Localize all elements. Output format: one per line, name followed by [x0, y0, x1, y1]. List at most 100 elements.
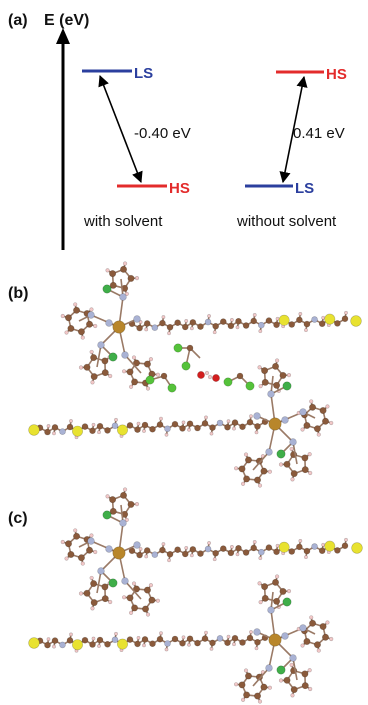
carbon-atom: [90, 373, 98, 381]
hydrogen-atom: [309, 615, 314, 620]
hydrogen-atom: [274, 358, 280, 363]
nitrogen-atom: [97, 341, 105, 349]
hydrogen-atom: [187, 642, 191, 647]
carbon-atom: [120, 265, 128, 273]
hydrogen-atom: [80, 335, 85, 340]
hydrogen-atom: [290, 477, 295, 482]
carbon-atom: [319, 623, 327, 631]
carbon-atom: [260, 467, 268, 475]
carbon-atom: [246, 418, 254, 426]
hydrogen-atom: [124, 517, 129, 523]
carbon-atom: [132, 359, 140, 367]
carbon-atom: [301, 454, 309, 462]
hydrogen-atom: [252, 540, 257, 544]
hydrogen-atom: [52, 431, 56, 436]
hydrogen-atom: [184, 546, 189, 550]
carbon-atom: [189, 546, 197, 553]
hydrogen-atom: [307, 668, 312, 673]
carbon-atom: [301, 682, 309, 690]
energy-diagram: (a) E (eV) LS HS -0.40 eV with solvent H…: [8, 12, 347, 250]
carbon-atom: [186, 635, 194, 643]
panel-b-label: (b): [8, 285, 28, 302]
hydrogen-atom: [114, 631, 118, 636]
carbon-atom: [244, 456, 252, 464]
carbon-atom: [313, 641, 321, 649]
hydrogen-atom: [128, 384, 134, 389]
nitrogen-atom: [265, 664, 273, 672]
carbon-atom: [255, 673, 263, 681]
hydrogen-atom: [267, 469, 273, 474]
hydrogen-atom: [131, 355, 137, 360]
carbon-atom: [101, 595, 109, 603]
carbon-atom: [290, 686, 298, 694]
hydrogen-atom: [91, 636, 96, 641]
hydrogen-atom: [212, 557, 217, 562]
carbon-atom: [90, 580, 98, 588]
bond: [292, 441, 298, 465]
bond: [292, 657, 298, 681]
carbon-atom: [279, 587, 287, 595]
carbon-atom: [67, 550, 75, 558]
carbon-atom: [186, 344, 194, 352]
nitrogen-atom: [97, 567, 105, 575]
carbon-atom: [283, 676, 291, 684]
hydrogen-atom: [122, 261, 128, 266]
hydrogen-atom: [207, 374, 213, 380]
hydrogen-atom: [254, 646, 259, 651]
carbon-atom: [64, 314, 72, 322]
carbon-atom: [197, 550, 204, 557]
hydrogen-atom: [309, 399, 314, 404]
hydrogen-atom: [97, 430, 101, 435]
chlorine-atom: [173, 343, 183, 353]
nitrogen-atom: [281, 632, 289, 640]
hydrogen-atom: [274, 574, 280, 579]
oxygen-atom: [212, 374, 220, 382]
carbon-atom: [126, 636, 134, 643]
molecule-structure-c: [28, 487, 363, 704]
hydrogen-atom: [207, 541, 211, 545]
hydrogen-atom: [124, 291, 129, 297]
carbon-atom: [66, 637, 74, 644]
carbon-atom: [246, 634, 254, 642]
carbon-atom: [236, 372, 244, 380]
sulfur-atom: [278, 541, 290, 553]
carbon-atom: [261, 367, 269, 375]
hydrogen-atom: [209, 647, 214, 651]
hydrogen-atom: [121, 369, 127, 374]
carbon-atom: [134, 426, 141, 433]
hydrogen-atom: [257, 699, 263, 704]
nitrogen-atom: [289, 654, 297, 662]
carbon-atom: [265, 317, 273, 324]
carbon-atom: [89, 641, 96, 648]
hydrogen-atom: [78, 365, 84, 370]
carbon-atom: [181, 550, 189, 558]
carbon-atom: [322, 633, 330, 641]
carbon-atom: [104, 427, 111, 434]
carbon-atom: [235, 544, 242, 552]
wos-caption: without solvent: [236, 213, 337, 230]
hydrogen-atom: [187, 427, 191, 432]
chlorine-atom: [245, 381, 255, 391]
carbon-atom: [231, 419, 239, 426]
carbon-atom: [171, 420, 179, 428]
hydrogen-atom: [89, 307, 94, 312]
hydrogen-atom: [136, 636, 141, 640]
hydrogen-atom: [105, 494, 110, 499]
hydrogen-atom: [73, 528, 78, 533]
hydrogen-atom: [167, 331, 171, 336]
carbon-atom: [189, 319, 197, 326]
hydrogen-atom: [161, 542, 166, 546]
hydrogen-atom: [164, 432, 169, 437]
hydrogen-atom: [232, 426, 236, 431]
hydrogen-atom: [90, 606, 95, 611]
hydrogen-atom: [148, 357, 154, 362]
hydrogen-atom: [289, 662, 294, 668]
nitrogen-atom: [121, 577, 129, 585]
nitrogen-atom: [133, 315, 141, 323]
hydrogen-atom: [181, 635, 186, 640]
hydrogen-atom: [204, 370, 210, 376]
sulfur-atom: [278, 314, 290, 326]
carbon-atom: [309, 619, 317, 627]
sulfur-atom: [350, 315, 362, 327]
nitrogen-atom: [311, 316, 318, 323]
